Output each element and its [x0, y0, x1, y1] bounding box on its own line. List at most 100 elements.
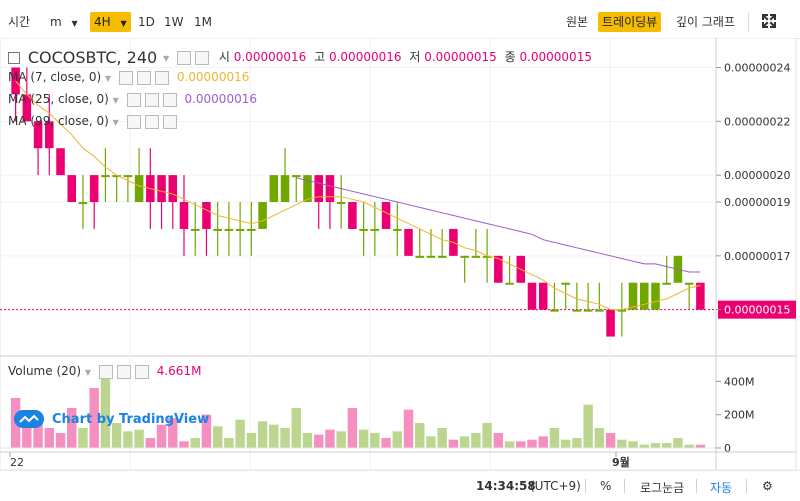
eye-icon[interactable]: [126, 114, 141, 129]
volume-bar: [111, 423, 122, 448]
settings-icon[interactable]: [144, 114, 159, 129]
candle-body: [460, 255, 469, 258]
settings-icon[interactable]: [144, 92, 159, 107]
candle-body: [393, 228, 402, 231]
open-value: 0.00000016: [233, 50, 307, 64]
volume-value: 4.661M: [156, 364, 202, 378]
candle-body: [527, 282, 537, 310]
eye-icon[interactable]: [126, 92, 141, 107]
interval-4h-label: 4H: [94, 15, 111, 29]
candle-body: [561, 282, 570, 285]
volume-bar: [257, 421, 268, 448]
volume-bar: [123, 431, 133, 448]
candle-body: [89, 175, 99, 203]
interval-1m-button[interactable]: 1M: [194, 15, 212, 29]
high-label: 고: [314, 50, 326, 64]
settings-icon[interactable]: [195, 50, 210, 65]
bottom-divider: [696, 479, 697, 493]
volume-bar: [527, 439, 537, 448]
candle-body: [505, 282, 514, 285]
chevron-down-icon[interactable]: ▼: [112, 118, 119, 127]
view-original-button[interactable]: 원본: [562, 12, 592, 32]
candle-body: [348, 202, 357, 229]
interval-m-dropdown[interactable]: m ▼: [50, 12, 78, 32]
candle-body: [471, 255, 481, 258]
chevron-down-icon[interactable]: ▼: [163, 54, 170, 63]
view-tradingview-button[interactable]: 트레이딩뷰: [598, 12, 662, 32]
ma7-legend: MA (7, close, 0) ▼ 0.00000016: [8, 70, 249, 85]
bottom-divider: [585, 479, 586, 493]
candle-body: [213, 228, 222, 231]
volume-bar: [538, 436, 548, 448]
volume-bar: [437, 428, 447, 448]
volume-bar: [516, 441, 526, 448]
log-scale-toggle[interactable]: 로그눈금: [640, 481, 685, 495]
candle-body: [482, 255, 492, 258]
interval-1d-button[interactable]: 1D: [138, 15, 155, 29]
volume-bar: [179, 441, 189, 448]
close-icon[interactable]: [134, 364, 149, 379]
time-label: 시간: [8, 15, 31, 29]
candle-body: [617, 309, 627, 312]
volume-bar: [695, 444, 706, 448]
eye-icon[interactable]: [119, 70, 133, 85]
volume-tick-label: 200M: [724, 409, 755, 422]
settings-icon[interactable]: [116, 364, 131, 379]
ma25-label: MA (25, close, 0): [8, 92, 109, 106]
open-label: 시: [218, 50, 230, 64]
view-depth-button[interactable]: 깊이 그래프: [676, 15, 736, 29]
clock-timezone[interactable]: (UTC+9): [530, 479, 581, 493]
candle-body: [494, 255, 503, 283]
candle-body: [33, 121, 43, 149]
volume-bar: [100, 371, 111, 448]
volume-bar: [22, 418, 32, 448]
candle-body: [157, 175, 166, 203]
chevron-down-icon[interactable]: ▼: [112, 96, 119, 105]
candle-body: [22, 94, 32, 122]
candle-body: [595, 309, 604, 312]
chevron-down-icon: ▼: [71, 19, 78, 28]
candle-body: [325, 175, 335, 203]
candle-body: [381, 202, 391, 229]
candle-body: [291, 175, 301, 178]
candle-body: [583, 309, 593, 312]
eye-icon[interactable]: [98, 364, 113, 379]
volume-label: Volume (20): [8, 364, 82, 378]
volume-bar: [224, 438, 234, 448]
candle-body: [651, 282, 660, 310]
volume-bar: [482, 423, 492, 448]
percent-scale-toggle[interactable]: %: [600, 479, 612, 493]
close-icon[interactable]: [155, 70, 169, 85]
checkbox-icon[interactable]: [8, 51, 20, 64]
close-icon[interactable]: [162, 114, 177, 129]
volume-bar: [190, 438, 200, 448]
chevron-down-icon[interactable]: ▼: [105, 74, 112, 83]
volume-bar: [403, 409, 414, 448]
ma99-legend: MA (99, close, 0) ▼: [8, 114, 177, 129]
settings-icon[interactable]: [137, 70, 151, 85]
gear-icon[interactable]: ⚙: [762, 479, 773, 493]
close-icon[interactable]: [162, 92, 177, 107]
volume-bar: [426, 436, 436, 448]
volume-bar: [246, 433, 257, 448]
candle-body: [628, 282, 638, 310]
interval-4h-dropdown[interactable]: 4H ▼: [90, 12, 131, 32]
volume-bar: [89, 388, 99, 448]
candle-body: [179, 202, 189, 229]
price-tick-label: 0.00000020: [724, 169, 790, 182]
tradingview-watermark[interactable]: Chart by TradingView: [14, 410, 209, 428]
clock-time: 14:34:58: [476, 479, 536, 493]
high-value: 0.00000016: [328, 50, 402, 64]
candle-body: [101, 175, 110, 178]
volume-bar: [145, 438, 156, 448]
chart-area[interactable]: 0.00000024 0.00000022 0.00000020 0.00000019…: [0, 38, 800, 500]
volume-bar: [201, 414, 212, 448]
volume-bar: [78, 428, 88, 448]
low-value: 0.00000015: [424, 50, 497, 64]
expand-icon[interactable]: [760, 12, 778, 32]
eye-icon[interactable]: [177, 50, 192, 65]
interval-1w-button[interactable]: 1W: [164, 15, 184, 29]
chevron-down-icon[interactable]: ▼: [84, 368, 92, 377]
price-tick-label: 0.00000015: [724, 304, 790, 317]
auto-scale-toggle[interactable]: 자동: [710, 481, 733, 495]
